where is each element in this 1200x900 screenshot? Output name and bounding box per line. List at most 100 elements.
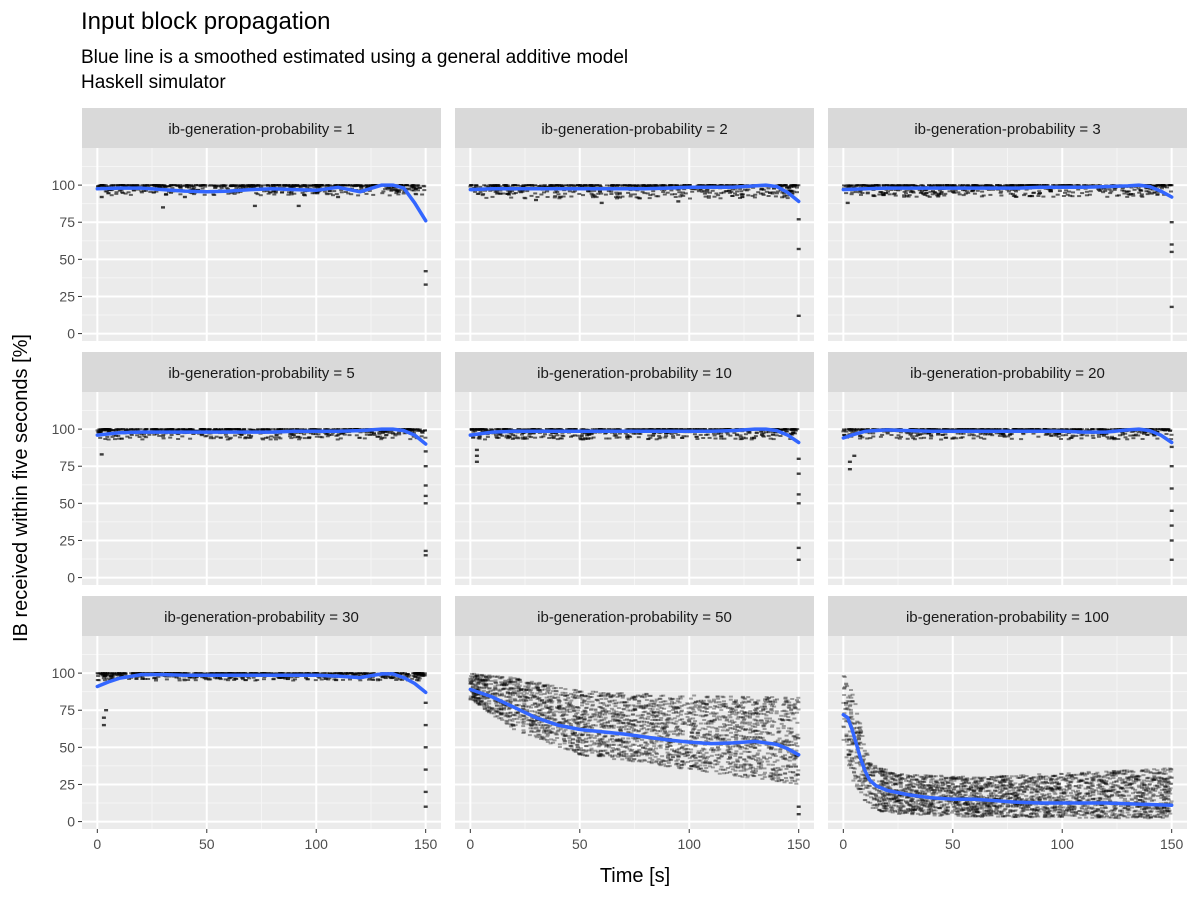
data-point xyxy=(712,184,717,187)
data-point xyxy=(657,185,662,188)
data-point xyxy=(222,185,226,188)
data-point xyxy=(1027,195,1032,198)
data-point xyxy=(1162,428,1166,431)
facet-strip-label: ib-generation-probability = 10 xyxy=(537,365,732,382)
data-point xyxy=(337,673,342,676)
data-point xyxy=(651,184,656,187)
data-point xyxy=(599,192,604,195)
data-point xyxy=(936,432,941,435)
data-point xyxy=(789,727,794,730)
data-point xyxy=(375,435,380,438)
data-point xyxy=(664,432,669,435)
data-point xyxy=(697,184,701,187)
data-point xyxy=(515,184,520,187)
data-point xyxy=(238,672,243,675)
data-point xyxy=(937,192,942,195)
data-point xyxy=(139,433,144,436)
data-point xyxy=(545,428,549,431)
data-point xyxy=(782,195,787,198)
data-point xyxy=(119,437,124,440)
data-point xyxy=(724,190,729,193)
data-point xyxy=(348,672,353,675)
data-point xyxy=(705,188,710,191)
data-point xyxy=(603,193,608,196)
data-point xyxy=(347,434,352,437)
data-point xyxy=(154,190,159,193)
data-point xyxy=(96,675,101,677)
data-point xyxy=(193,184,198,187)
data-point xyxy=(241,187,246,189)
data-point xyxy=(671,184,676,187)
data-point xyxy=(295,672,300,675)
data-point xyxy=(139,191,144,194)
data-point xyxy=(661,712,666,715)
data-point xyxy=(1144,187,1149,190)
data-point xyxy=(223,433,228,436)
data-point xyxy=(346,192,351,195)
data-point xyxy=(471,696,476,699)
data-point xyxy=(543,433,547,436)
data-point xyxy=(566,184,571,187)
data-point xyxy=(645,192,650,195)
data-point xyxy=(950,437,955,440)
data-point xyxy=(711,432,716,435)
data-point xyxy=(529,729,534,732)
data-point xyxy=(175,184,180,187)
data-point xyxy=(892,193,896,196)
data-point xyxy=(1002,428,1007,431)
data-point xyxy=(988,184,993,187)
data-point xyxy=(371,193,376,196)
data-point xyxy=(276,184,281,187)
data-point xyxy=(714,428,718,431)
data-point xyxy=(535,196,540,198)
data-point xyxy=(140,676,145,678)
data-point xyxy=(1140,431,1145,434)
data-point xyxy=(850,428,855,431)
data-point xyxy=(972,192,977,195)
data-point xyxy=(507,428,512,431)
smooth-line xyxy=(95,672,428,695)
data-point xyxy=(484,429,489,432)
data-point xyxy=(1120,433,1125,436)
data-point xyxy=(191,185,196,188)
data-point xyxy=(586,437,591,440)
data-point xyxy=(950,184,954,187)
data-point xyxy=(990,185,995,187)
data-point xyxy=(216,184,221,187)
data-point xyxy=(871,195,876,197)
data-point xyxy=(530,428,535,431)
data-point xyxy=(1169,438,1174,441)
data-point xyxy=(669,718,674,721)
y-tick-label: 100 xyxy=(52,665,76,681)
data-point xyxy=(1129,186,1134,189)
data-point xyxy=(926,428,931,431)
data-point xyxy=(908,432,913,435)
data-point xyxy=(367,431,372,434)
data-point xyxy=(225,187,230,190)
data-point xyxy=(702,735,707,738)
data-point xyxy=(395,677,400,680)
data-point xyxy=(1074,434,1079,437)
data-point xyxy=(262,190,267,193)
data-point xyxy=(391,675,396,678)
data-point xyxy=(386,188,391,191)
data-point xyxy=(114,192,119,195)
data-point xyxy=(336,184,341,187)
data-point xyxy=(376,679,380,682)
data-point xyxy=(576,709,581,712)
data-point xyxy=(131,189,136,192)
data-point xyxy=(156,675,161,678)
data-point xyxy=(885,432,890,435)
data-point xyxy=(120,672,125,675)
data-point xyxy=(676,200,681,203)
data-point xyxy=(138,675,143,678)
data-point xyxy=(625,434,630,436)
data-point xyxy=(923,432,928,435)
data-point xyxy=(1155,437,1160,440)
data-point xyxy=(614,184,619,187)
data-point xyxy=(656,428,661,431)
data-point xyxy=(208,437,213,440)
data-point xyxy=(579,435,584,438)
data-point xyxy=(412,672,417,675)
data-point xyxy=(349,193,354,196)
